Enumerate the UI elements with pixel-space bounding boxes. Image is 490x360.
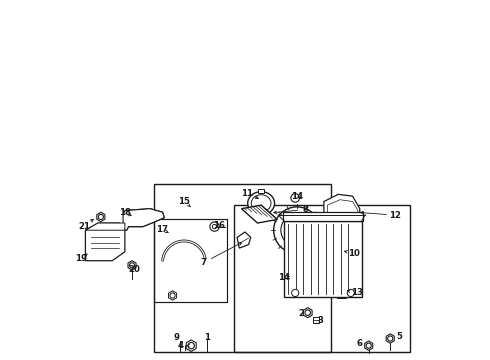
Circle shape [292,289,299,297]
Bar [283,212,364,221]
Text: 11: 11 [241,189,253,198]
Bar [234,205,410,352]
Text: 14: 14 [278,273,290,282]
Ellipse shape [251,195,271,212]
Text: 20: 20 [128,265,140,274]
Circle shape [281,214,313,246]
Text: 17: 17 [156,225,168,234]
Text: 16: 16 [213,221,225,230]
Circle shape [188,342,195,349]
Circle shape [285,272,294,282]
Circle shape [366,343,371,348]
Ellipse shape [322,244,347,264]
Text: 18: 18 [119,208,131,217]
Polygon shape [237,232,251,248]
Polygon shape [85,223,125,230]
Polygon shape [85,223,125,261]
Text: 4: 4 [177,341,184,350]
Polygon shape [242,205,277,223]
Text: 14: 14 [291,192,303,201]
Text: 7: 7 [201,258,207,267]
Text: 10: 10 [348,249,360,258]
Circle shape [210,222,219,231]
Circle shape [98,214,103,220]
Polygon shape [169,291,176,300]
Circle shape [388,336,393,341]
Bar [153,184,331,352]
Text: 1: 1 [204,333,210,342]
Circle shape [291,194,299,202]
Polygon shape [286,278,294,282]
Ellipse shape [247,192,274,215]
Circle shape [335,284,349,298]
Ellipse shape [326,247,343,260]
Text: 13: 13 [351,288,363,297]
Bar [285,221,362,297]
Circle shape [212,225,217,229]
Polygon shape [303,308,312,318]
Polygon shape [97,212,105,222]
Bar [313,317,319,323]
Polygon shape [337,293,346,298]
Polygon shape [186,340,196,351]
Polygon shape [386,334,394,343]
Circle shape [305,310,311,315]
Circle shape [274,207,320,253]
Polygon shape [324,194,360,237]
Text: 21: 21 [78,222,90,231]
Bar [153,220,227,302]
Polygon shape [123,209,164,230]
Text: 19: 19 [75,254,87,263]
Text: 8: 8 [303,205,309,214]
Text: 3: 3 [318,316,323,325]
Text: 12: 12 [389,211,401,220]
Text: 9: 9 [174,333,180,342]
Text: 6: 6 [357,339,363,348]
Polygon shape [365,341,373,350]
Circle shape [347,289,354,297]
Polygon shape [128,261,136,270]
Text: 2: 2 [299,309,305,318]
Circle shape [129,263,135,268]
Circle shape [170,293,175,298]
Text: 15: 15 [178,197,190,206]
Text: 5: 5 [396,332,402,341]
Bar [258,189,264,193]
Circle shape [290,223,304,237]
